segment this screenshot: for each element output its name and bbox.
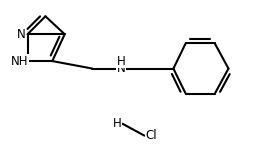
Text: Cl: Cl — [146, 129, 157, 142]
Text: NH: NH — [11, 55, 28, 68]
Text: N: N — [17, 28, 26, 41]
Text: H: H — [117, 55, 125, 68]
Text: N: N — [117, 62, 125, 75]
Text: H: H — [113, 117, 121, 130]
